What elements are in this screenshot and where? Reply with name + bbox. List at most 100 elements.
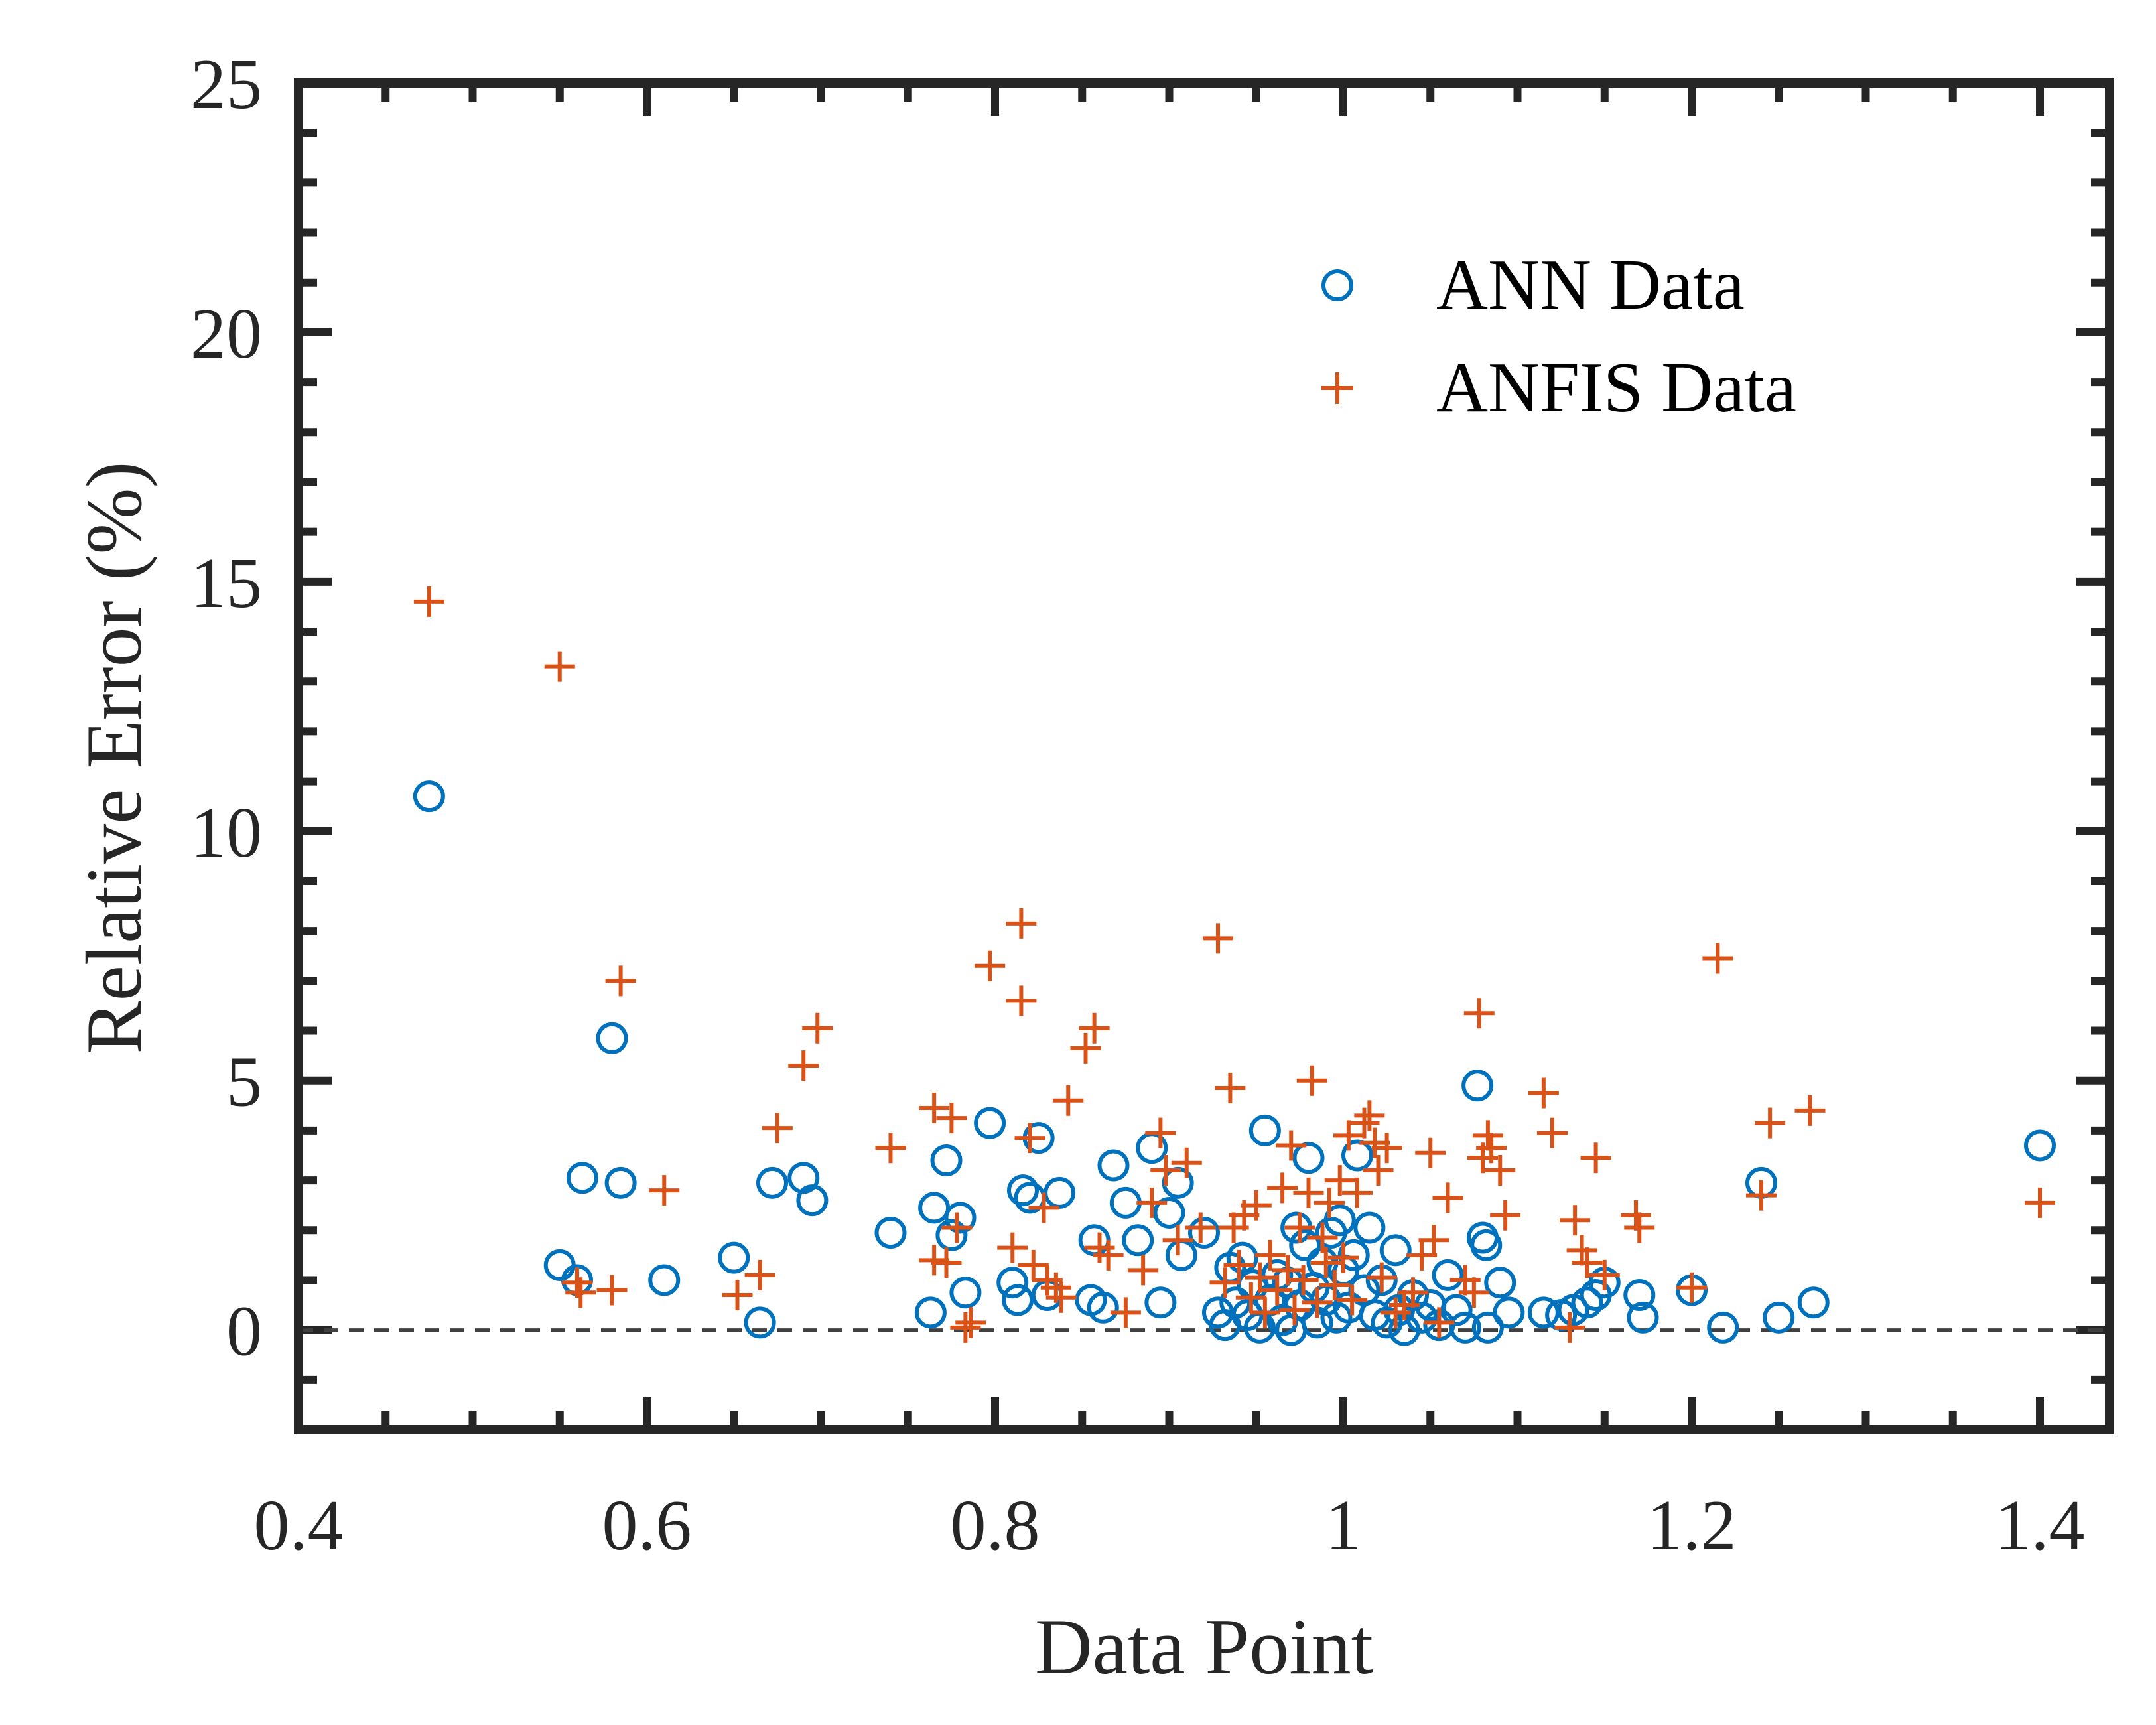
anfis-data-point (1307, 1222, 1338, 1253)
anfis-data-point (1150, 1155, 1181, 1186)
legend-anfis-plus-icon (1321, 372, 1353, 404)
ann-data-point (944, 1202, 977, 1234)
anfis-data-point (1349, 1107, 1380, 1138)
anfis-data-point (1293, 1177, 1324, 1208)
ann-data-point (930, 1144, 963, 1176)
legend-label-ann: ANN Data (1436, 245, 1745, 324)
anfis-data-point (1366, 1262, 1397, 1293)
ann-data-point (718, 1241, 750, 1274)
x-tick-label: 0.6 (602, 1486, 692, 1565)
anfis-data-point (1528, 1077, 1559, 1109)
anfis-data-point (1235, 1282, 1266, 1313)
anfis-data-point (762, 1113, 793, 1144)
anfis-data-point (1296, 1065, 1327, 1096)
anfis-data-point (1485, 1155, 1516, 1186)
anfis-data-point (936, 1103, 967, 1134)
anfis-data-point (975, 950, 1006, 981)
anfis-data-point (1267, 1172, 1298, 1204)
anfis-data-point (1755, 1107, 1786, 1138)
anfis-data-point (1676, 1272, 1707, 1303)
plot-area-frame (294, 78, 2114, 1434)
anfis-data-point (1128, 1255, 1159, 1286)
ann-data-point (914, 1296, 947, 1329)
ann-data-point (756, 1166, 788, 1199)
anfis-data-point (1333, 1120, 1364, 1151)
ann-data-point (796, 1184, 829, 1217)
anfis-data-point (1110, 1297, 1141, 1328)
y-tick-label: 0 (226, 1292, 262, 1371)
anfis-data-point (605, 965, 636, 997)
anfis-data-point (2025, 1187, 2055, 1218)
ann-data-point (1087, 1291, 1119, 1324)
x-tick-label: 0.8 (951, 1486, 1040, 1565)
anfis-data-point (1272, 1255, 1303, 1286)
ann-data-point (1440, 1294, 1473, 1326)
anfis-data-point (1209, 1267, 1241, 1298)
ann-data-point (1097, 1149, 1130, 1182)
ann-data-point (1623, 1279, 1656, 1311)
ann-data-point (413, 780, 445, 813)
ann-data-point (1763, 1301, 1795, 1334)
anfis-data-point (1415, 1137, 1446, 1168)
anfis-data-point (1028, 1192, 1059, 1223)
anfis-data-point (1328, 1242, 1359, 1273)
anfis-data-point (1424, 1307, 1455, 1338)
ann-data-point (648, 1264, 681, 1296)
anfis-data-point (931, 1247, 962, 1278)
legend-ann-circle-icon (1321, 269, 1353, 301)
anfis-data-point (1093, 1239, 1124, 1271)
anfis-data-point (1359, 1127, 1390, 1158)
anfis-data-point (1418, 1225, 1449, 1256)
anfis-data-point (1794, 1095, 1826, 1126)
anfis-data-point (1746, 1180, 1777, 1211)
anfis-data-point (744, 1259, 775, 1290)
ann-data-point (596, 1022, 628, 1054)
x-tick-label: 1.2 (1647, 1486, 1737, 1565)
anfis-data-point (1580, 1142, 1611, 1174)
anfis-data-point (1432, 1182, 1463, 1213)
anfis-data-point (722, 1280, 753, 1310)
anfis-data-point (1014, 1123, 1045, 1154)
anfis-data-point (1070, 1032, 1101, 1064)
anfis-data-point (919, 1245, 950, 1276)
ann-data-point (1471, 1311, 1504, 1344)
ann-data-point (949, 1276, 982, 1309)
anfis-data-point (1288, 1265, 1319, 1296)
anfis-data-point (955, 1307, 986, 1338)
ann-data-point (1323, 1204, 1356, 1237)
anfis-data-point (1302, 1287, 1333, 1318)
anfis-data-point (950, 1312, 981, 1343)
anfis-data-point (1203, 923, 1233, 954)
legend: ANN Data ANFIS Data (1321, 245, 1796, 427)
ann-data-point (1289, 1229, 1321, 1261)
ann-data-point (1797, 1286, 1830, 1319)
ann-data-point (744, 1306, 776, 1339)
anfis-data-point (919, 1093, 950, 1124)
ann-data-point (1493, 1296, 1525, 1329)
anfis-data-point (1342, 1177, 1373, 1208)
anfis-data-point (1472, 1120, 1503, 1151)
anfis-data-point (1145, 1117, 1176, 1148)
anfis-data-point (1354, 1100, 1385, 1131)
anfis-data-point (1319, 1269, 1350, 1300)
anfis-data-point (1079, 1012, 1110, 1044)
anfis-data-point (1363, 1155, 1394, 1186)
anfis-data-point (1476, 1133, 1507, 1164)
anfis-data-point (997, 1232, 1028, 1263)
anfis-data-point (1254, 1239, 1286, 1271)
anfis-data-point (1249, 1297, 1280, 1328)
anfis-data-point (1554, 1312, 1585, 1343)
anfis-data-point (875, 1133, 906, 1164)
anfis-data-point (1279, 1294, 1310, 1326)
anfis-data-point (1185, 1212, 1216, 1243)
ann-data-point (1188, 1217, 1220, 1249)
anfis-data-point (1621, 1200, 1651, 1231)
anfis-data-point (1018, 1249, 1049, 1280)
anfis-data-point (1215, 1072, 1246, 1103)
ann-data-point (1707, 1311, 1739, 1344)
anfis-data-point (1284, 1212, 1315, 1243)
anfis-data-point (1162, 1225, 1193, 1256)
data-points (413, 586, 2056, 1346)
anfis-data-point (941, 1212, 973, 1243)
